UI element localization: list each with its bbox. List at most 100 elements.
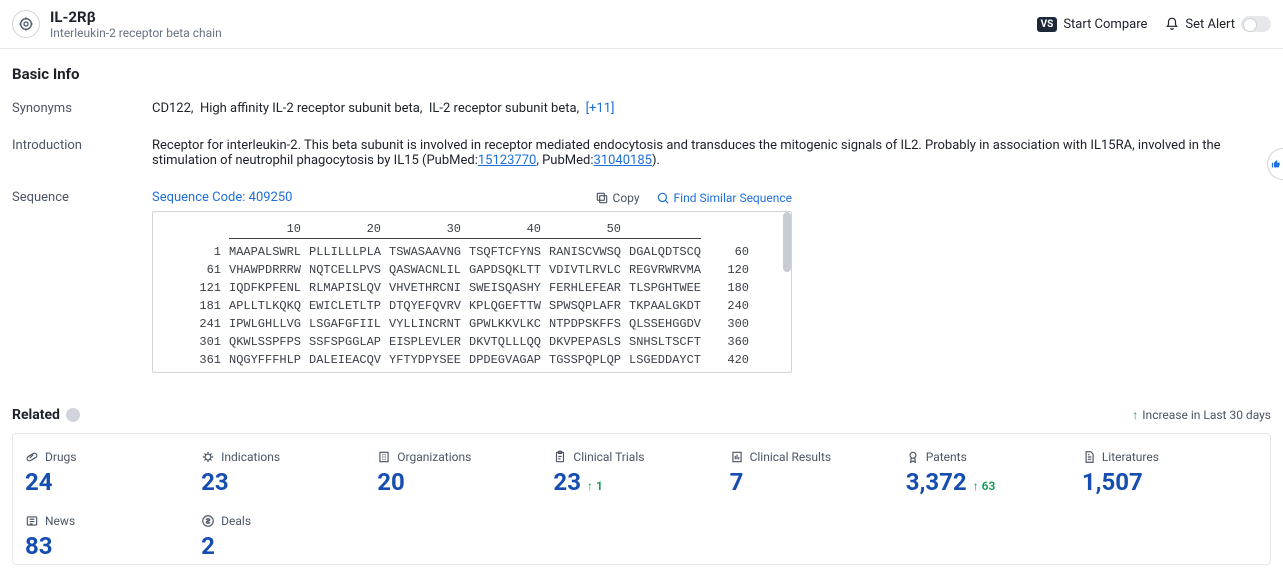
sequence-content: 1020304050 1MAAPALSWRLPLLILLLPLATSWASAAVN… <box>153 212 791 373</box>
card-header: Literatures <box>1082 450 1258 464</box>
doc-icon <box>1082 450 1096 464</box>
sequence-row: 301QKWLSSPFPSSSFSPGGLAPEISPLEVLERDKVTQLL… <box>173 333 771 351</box>
related-title-text: Related <box>12 407 60 423</box>
set-alert-button[interactable]: Set Alert <box>1165 16 1271 32</box>
scrollbar-thumb[interactable] <box>783 212 791 272</box>
copy-button[interactable]: Copy <box>595 191 640 205</box>
card-value: 24 <box>25 468 53 496</box>
related-card[interactable]: Drugs 24 <box>25 450 201 496</box>
virus-icon <box>201 450 215 464</box>
sequence-row: Sequence Sequence Code: 409250 Copy Find… <box>0 184 1283 397</box>
card-header: Clinical Results <box>730 450 906 464</box>
pubmed-link[interactable]: 15123770 <box>478 153 536 168</box>
card-delta: ↑ 63 <box>973 479 996 493</box>
card-label: Drugs <box>45 450 77 464</box>
thumb-icon <box>1271 157 1281 171</box>
card-header: News <box>25 514 201 528</box>
synonyms-label: Synonyms <box>12 101 152 116</box>
patent-icon <box>906 450 920 464</box>
start-compare-label: Start Compare <box>1063 17 1147 32</box>
synonym-item: High affinity IL-2 receptor subunit beta… <box>200 101 423 116</box>
card-value: 23 <box>201 468 229 496</box>
related-title: Related <box>12 407 80 423</box>
clipboard-icon <box>553 450 567 464</box>
card-label: News <box>45 514 75 528</box>
news-icon <box>25 514 39 528</box>
card-label: Clinical Trials <box>573 450 644 464</box>
card-value-row: 24 <box>25 468 201 496</box>
card-value: 7 <box>730 468 744 496</box>
sequence-code-link[interactable]: Sequence Code: 409250 <box>152 190 292 205</box>
synonyms-more-link[interactable]: [+11] <box>586 101 615 116</box>
related-legend: ↑ Increase in Last 30 days <box>1132 408 1271 422</box>
related-card[interactable]: Organizations 20 <box>377 450 553 496</box>
card-value: 20 <box>377 468 405 496</box>
card-value: 83 <box>25 532 53 560</box>
alert-toggle[interactable] <box>1241 16 1271 32</box>
card-delta: ↑ 1 <box>587 479 603 493</box>
synonym-item: IL-2 receptor subunit beta, <box>429 101 579 116</box>
sequence-row: 241IPWLGHLLVGLSGAFGFIILVYLLINCRNTGPWLKKV… <box>173 315 771 333</box>
card-value-row: 20 <box>377 468 553 496</box>
card-value-row: 2 <box>201 532 377 560</box>
introduction-text: ). <box>652 153 660 168</box>
related-card[interactable]: News 83 <box>25 514 201 560</box>
building-icon <box>377 450 391 464</box>
synonyms-row: Synonyms CD122, High affinity IL-2 recep… <box>0 95 1283 132</box>
card-value: 2 <box>201 532 215 560</box>
sequence-row: 361NQGYFFFHLPDALEIEACQVYFTYDPYSEEDPDEGVA… <box>173 351 771 369</box>
bell-icon <box>1165 17 1179 31</box>
synonym-item: CD122, <box>152 101 193 116</box>
sequence-row: 1MAAPALSWRLPLLILLLPLATSWASAAVNGTSQFTCFYN… <box>173 243 771 261</box>
card-header: Drugs <box>25 450 201 464</box>
related-card[interactable]: Deals 2 <box>201 514 377 560</box>
card-value-row: 7 <box>730 468 906 496</box>
pubmed-link[interactable]: 31040185 <box>594 153 652 168</box>
card-value: 23 <box>553 468 581 496</box>
card-value-row: 83 <box>25 532 201 560</box>
card-value-row: 1,507 <box>1082 468 1258 496</box>
card-label: Clinical Results <box>750 450 832 464</box>
card-label: Patents <box>926 450 967 464</box>
introduction-text: Receptor for interleukin-2. This beta su… <box>152 138 1221 168</box>
card-header: Indications <box>201 450 377 464</box>
related-cards-grid: Drugs 24 Indications 23 Organizations 20 Clini… <box>12 433 1271 565</box>
card-label: Deals <box>221 514 251 528</box>
sequence-row: 61VHAWPDRRRWNQTCELLPVSQASWACNLILGAPDSQKL… <box>173 261 771 279</box>
copy-icon <box>595 191 609 205</box>
report-icon <box>730 450 744 464</box>
target-icon <box>12 10 40 38</box>
card-value-row: 3,372 ↑ 63 <box>906 468 1082 496</box>
card-header: Patents <box>906 450 1082 464</box>
sequence-viewer[interactable]: 1020304050 1MAAPALSWRLPLLILLLPLATSWASAAVN… <box>152 211 792 373</box>
find-similar-label: Find Similar Sequence <box>674 191 792 205</box>
find-similar-button[interactable]: Find Similar Sequence <box>656 191 792 205</box>
card-label: Indications <box>221 450 280 464</box>
arrow-up-icon: ↑ <box>1132 408 1138 422</box>
card-value-row: 23 ↑ 1 <box>553 468 729 496</box>
basic-info-heading: Basic Info <box>0 49 1283 95</box>
related-card[interactable]: Literatures 1,507 <box>1082 450 1258 496</box>
info-icon[interactable] <box>66 408 80 422</box>
vs-badge-icon: VS <box>1037 17 1058 32</box>
legend-text: Increase in Last 30 days <box>1142 408 1271 422</box>
page-title: IL-2Rβ <box>50 8 222 26</box>
related-card[interactable]: Indications 23 <box>201 450 377 496</box>
page-header: IL-2Rβ Interleukin-2 receptor beta chain… <box>0 0 1283 49</box>
copy-label: Copy <box>613 191 640 205</box>
related-card[interactable]: Patents 3,372 ↑ 63 <box>906 450 1082 496</box>
related-header: Related ↑ Increase in Last 30 days <box>0 397 1283 433</box>
card-value: 3,372 <box>906 468 967 496</box>
pill-icon <box>25 450 39 464</box>
card-header: Clinical Trials <box>553 450 729 464</box>
start-compare-button[interactable]: VS Start Compare <box>1037 17 1148 32</box>
sequence-column-header: 1020304050 <box>173 220 771 238</box>
sequence-actions: Copy Find Similar Sequence <box>595 191 792 205</box>
card-label: Organizations <box>397 450 471 464</box>
related-card[interactable]: Clinical Results 7 <box>730 450 906 496</box>
related-card[interactable]: Clinical Trials 23 ↑ 1 <box>553 450 729 496</box>
introduction-value: Receptor for interleukin-2. This beta su… <box>152 138 1271 168</box>
page-subtitle: Interleukin-2 receptor beta chain <box>50 26 222 40</box>
sequence-row: 121IQDFKPFENLRLMAPISLQVVHVETHRCNISWEISQA… <box>173 279 771 297</box>
deal-icon <box>201 514 215 528</box>
